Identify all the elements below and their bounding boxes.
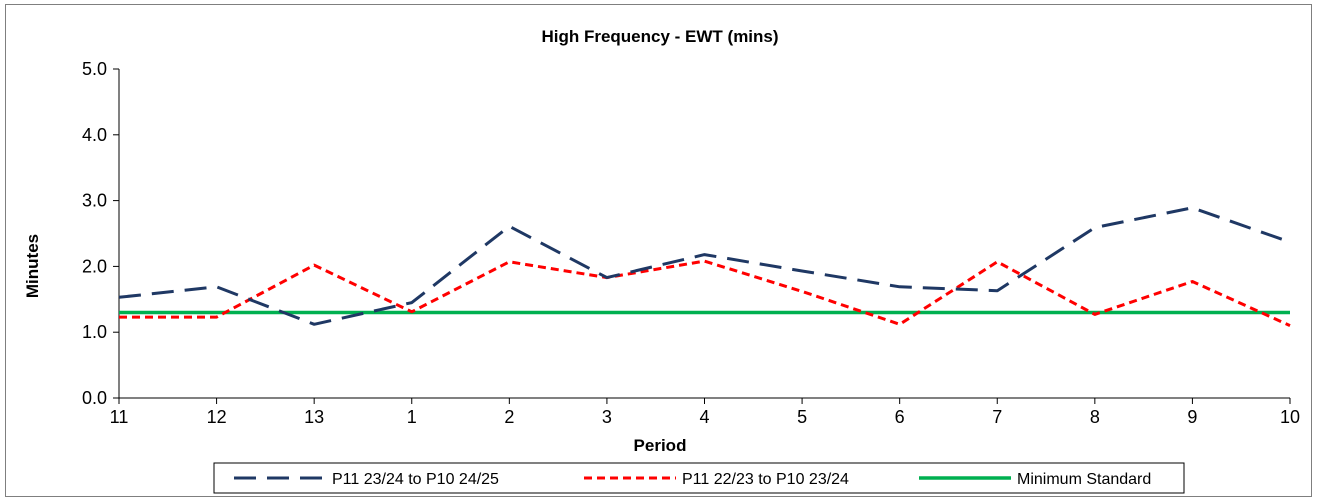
x-axis-label: Period <box>634 436 687 455</box>
x-tick-label: 9 <box>1187 407 1197 427</box>
y-axis-label: Minutes <box>23 234 42 298</box>
y-tick-label: 5.0 <box>82 59 107 79</box>
x-tick-label: 5 <box>797 407 807 427</box>
legend-label-1: P11 23/24 to P10 24/25 <box>332 471 499 488</box>
y-tick-label: 1.0 <box>82 322 107 342</box>
chart-frame <box>5 4 1312 497</box>
x-tick-label: 11 <box>110 407 129 427</box>
legend: P11 23/24 to P10 24/25 P11 22/23 to P10 2… <box>213 462 1185 494</box>
x-tick-label: 2 <box>504 407 514 427</box>
x-tick-label: 4 <box>699 407 709 427</box>
x-tick-label: 8 <box>1090 407 1100 427</box>
y-tick-label: 2.0 <box>82 256 107 276</box>
x-tick-label: 1 <box>407 407 417 427</box>
x-tick-label: 12 <box>207 407 227 427</box>
y-tick-label: 0.0 <box>82 388 107 408</box>
x-tick-label: 13 <box>304 407 324 427</box>
legend-label-2: P11 22/23 to P10 23/24 <box>682 471 849 488</box>
legend-box <box>213 462 1185 494</box>
series-line-2 <box>119 259 1291 327</box>
plot-area: 0.01.02.03.04.05.011 12 13 1 2 3 4 5 6 7 8 9 10 <box>82 59 1300 427</box>
x-tick-label: 6 <box>895 407 905 427</box>
x-tick-label: 3 <box>602 407 612 427</box>
chart-title: High Frequency - EWT (mins) <box>541 27 778 46</box>
x-tick-label: 10 <box>1280 407 1300 427</box>
legend-label-3: Minimum Standard <box>1017 471 1151 488</box>
y-tick-label: 3.0 <box>82 191 107 211</box>
series-line-1 <box>118 206 1291 326</box>
x-tick-label: 7 <box>992 407 1002 427</box>
y-tick-label: 4.0 <box>82 125 107 145</box>
